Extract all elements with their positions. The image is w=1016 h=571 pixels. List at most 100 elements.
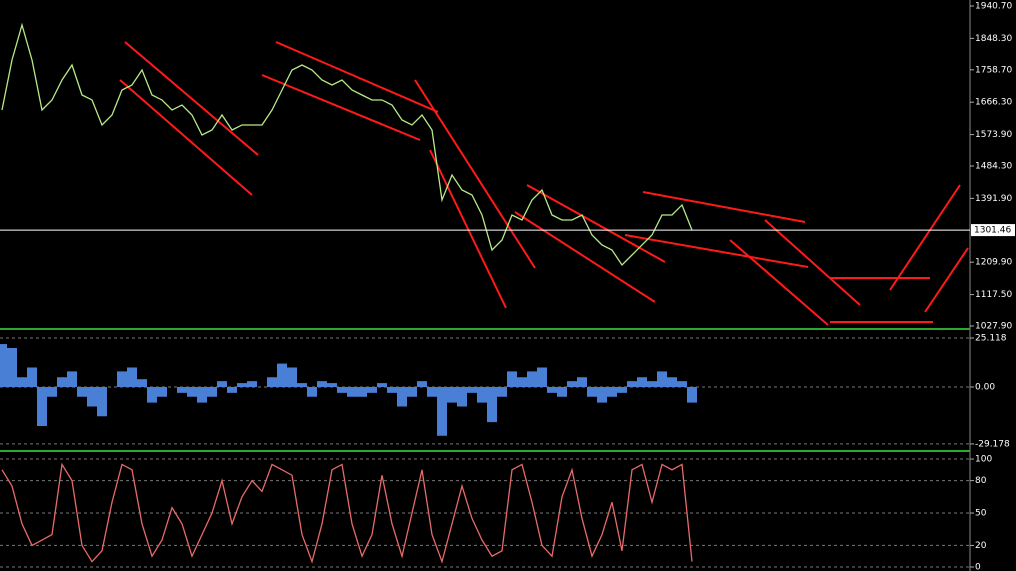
y-tick-label: 1758.70 (975, 65, 1012, 75)
y-tick-label: 1391.90 (975, 194, 1012, 204)
histogram-bar (397, 387, 407, 407)
histogram-bar (297, 383, 307, 387)
histogram-bar (377, 383, 387, 387)
histogram-bar (567, 381, 577, 387)
trend-line (642, 191, 806, 223)
histogram-bar (17, 377, 27, 387)
y-tick-label: 80 (975, 476, 987, 486)
y-tick-label: 1117.50 (975, 290, 1012, 300)
y-tick-label: 1027.90 (975, 321, 1012, 331)
histogram-bar (247, 381, 257, 387)
histogram-bar (127, 367, 137, 387)
histogram-bar (607, 387, 617, 397)
y-tick-label: 1666.30 (975, 98, 1012, 108)
histogram-bar (137, 379, 147, 387)
histogram-bar (597, 387, 607, 403)
histogram-bar (527, 371, 537, 387)
histogram-bar (517, 377, 527, 387)
trend-line (514, 211, 656, 303)
histogram-bar (47, 387, 57, 397)
trend-line (429, 149, 507, 309)
y-tick-label: 100 (975, 455, 992, 465)
histogram-bar (507, 371, 517, 387)
histogram-bar (627, 381, 637, 387)
trend-line (624, 234, 809, 268)
y-tick-label: 1573.90 (975, 130, 1012, 140)
trend-line (729, 239, 829, 326)
histogram-bar (207, 387, 217, 397)
histogram-bar (7, 347, 17, 387)
histogram-bar (407, 387, 417, 397)
trend-line (124, 41, 259, 156)
histogram-bar (687, 387, 697, 403)
histogram-bar (277, 363, 287, 387)
histogram-bar (317, 381, 327, 387)
histogram-bar (217, 381, 227, 387)
histogram-bar (157, 387, 167, 397)
histogram-bar (307, 387, 317, 397)
histogram-bar (537, 367, 547, 387)
last-price-label: 1301.46 (974, 226, 1011, 236)
histogram-bar (657, 371, 667, 387)
histogram-bar (147, 387, 157, 403)
trend-line (924, 247, 969, 313)
y-tick-label: -29.178 (975, 439, 1010, 449)
histogram-bar (467, 387, 477, 393)
series-line (1, 22, 693, 267)
histogram-bar (387, 387, 397, 393)
histogram-bar (187, 387, 197, 397)
histogram-bar (487, 387, 497, 423)
histogram-bar (237, 383, 247, 387)
trend-line (764, 219, 861, 306)
trend-line (414, 79, 536, 269)
trend-line (526, 184, 666, 263)
y-tick-label: 20 (975, 541, 987, 551)
histogram-bar (667, 377, 677, 387)
histogram-bar (577, 377, 587, 387)
histogram-bar (0, 344, 7, 387)
histogram-bar (97, 387, 107, 417)
histogram-bar (417, 381, 427, 387)
y-tick-label: 1484.30 (975, 161, 1012, 171)
histogram-bar (587, 387, 597, 397)
histogram-bar (117, 371, 127, 387)
histogram-bar (357, 387, 367, 397)
y-tick-label: 50 (975, 509, 987, 519)
histogram-bar (287, 367, 297, 387)
last-price-box (971, 224, 1015, 237)
y-tick-label: 0 (975, 563, 981, 571)
histogram-bar (177, 387, 187, 393)
histogram-bar (437, 387, 447, 436)
y-tick-label: 1940.70 (975, 1, 1012, 11)
y-tick-label: 1209.90 (975, 258, 1012, 268)
histogram-bar (57, 377, 67, 387)
histogram-bar (67, 371, 77, 387)
histogram-bar (427, 387, 437, 397)
trend-line (261, 74, 421, 141)
histogram-bar (677, 381, 687, 387)
histogram-bar (27, 367, 37, 387)
histogram-bar (497, 387, 507, 397)
trend-line (119, 79, 253, 196)
y-tick-label: 0.00 (975, 383, 995, 393)
histogram-bar (77, 387, 87, 397)
y-tick-label: 1848.30 (975, 34, 1012, 44)
histogram-bar (337, 387, 347, 393)
histogram-bar (637, 377, 647, 387)
trend-line (275, 41, 439, 113)
y-tick-label: 25.118 (975, 333, 1007, 343)
trend-lines (119, 41, 969, 326)
histogram-bar (457, 387, 467, 407)
histogram-bar (327, 383, 337, 387)
histogram-bar (197, 387, 207, 403)
histogram-bar (477, 387, 487, 403)
trend-line (889, 184, 961, 291)
histogram-bar (37, 387, 47, 427)
histogram-bar (87, 387, 97, 407)
histogram-bar (267, 377, 277, 387)
histogram-bar (447, 387, 457, 403)
histogram-bar (647, 381, 657, 387)
histogram-bar (617, 387, 627, 393)
